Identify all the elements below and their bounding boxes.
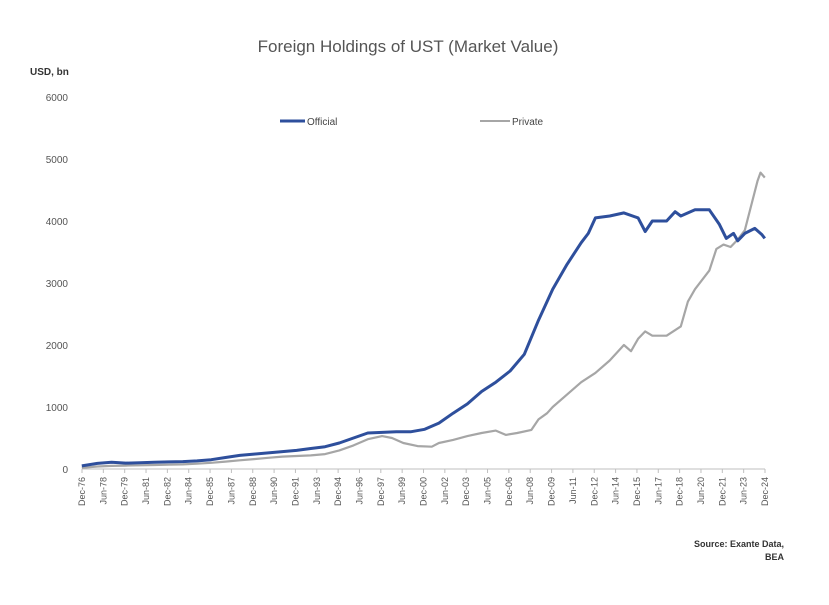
x-tick-label: Jun-81 <box>141 477 151 505</box>
legend-label-private: Private <box>512 117 544 128</box>
y-tick-label: 6000 <box>46 93 69 104</box>
chart-title: Foreign Holdings of UST (Market Value) <box>258 37 559 56</box>
x-tick-label: Dec-91 <box>290 477 300 506</box>
y-tick-label: 0 <box>62 465 68 476</box>
x-tick-label: Dec-09 <box>547 477 557 506</box>
series-group <box>81 171 766 469</box>
x-tick-label: Jun-14 <box>611 477 621 505</box>
x-tick-label: Jun-08 <box>525 477 535 505</box>
x-tick-label: Dec-94 <box>333 477 343 506</box>
x-tick-label: Dec-79 <box>120 477 130 506</box>
source-note-line-2: BEA <box>765 552 785 562</box>
x-tick-label: Dec-03 <box>461 477 471 506</box>
x-tick-label: Jun-96 <box>354 477 364 505</box>
x-tick-label: Dec-85 <box>205 477 215 506</box>
x-tick-label: Jun-02 <box>440 477 450 505</box>
y-tick-label: 4000 <box>46 217 69 228</box>
y-tick-label: 2000 <box>46 341 69 352</box>
series-line-private <box>81 171 766 469</box>
x-tick-label: Dec-18 <box>675 477 685 506</box>
y-tick-label: 5000 <box>46 155 69 166</box>
x-tick-label: Jun-17 <box>653 477 663 505</box>
legend: Official Private <box>280 117 544 128</box>
y-tick-label: 3000 <box>46 279 69 290</box>
x-tick-label: Dec-88 <box>248 477 258 506</box>
series-line-official <box>81 208 766 468</box>
x-tick-label: Jun-11 <box>568 477 578 504</box>
x-tick-label: Jun-84 <box>184 477 194 505</box>
x-tick-label: Dec-06 <box>504 477 514 506</box>
y-axis-ticks: 0 1000 2000 3000 4000 5000 6000 <box>46 93 69 476</box>
x-tick-label: Dec-15 <box>632 477 642 506</box>
x-tick-label: Jun-23 <box>739 477 749 505</box>
source-note-line-1: Source: Exante Data, <box>694 539 784 549</box>
x-tick-label: Jun-05 <box>483 477 493 505</box>
x-tick-label: Jun-87 <box>226 477 236 505</box>
x-tick-label: Dec-97 <box>376 477 386 506</box>
x-axis-ticks: Dec-76 Jun-78 Dec-79 Jun-81 Dec-82 Jun-84 Dec-… <box>77 469 770 506</box>
x-tick-label: Jun-20 <box>696 477 706 505</box>
x-tick-label: Dec-12 <box>589 477 599 506</box>
y-axis-unit: USD, bn <box>30 67 69 78</box>
x-tick-label: Jun-90 <box>269 477 279 505</box>
x-tick-label: Dec-24 <box>760 477 770 506</box>
legend-label-official: Official <box>307 117 337 128</box>
x-tick-label: Jun-78 <box>98 477 108 505</box>
y-tick-label: 1000 <box>46 403 69 414</box>
x-tick-label: Dec-00 <box>419 477 429 506</box>
x-tick-label: Dec-82 <box>162 477 172 506</box>
x-tick-label: Jun-93 <box>312 477 322 505</box>
x-tick-label: Jun-99 <box>397 477 407 505</box>
x-tick-label: Dec-21 <box>717 477 727 506</box>
x-tick-label: Dec-76 <box>77 477 87 506</box>
